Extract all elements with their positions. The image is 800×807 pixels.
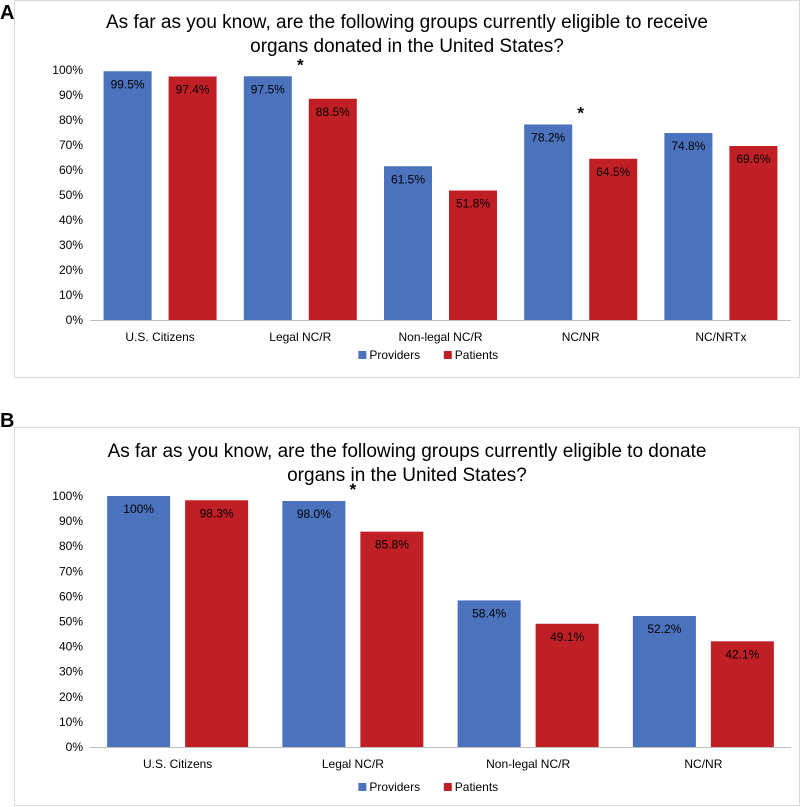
y-tick-label: 50% [59,615,83,629]
bar-patients [449,190,497,320]
data-label: 88.5% [316,105,350,119]
significance-marker: * [350,480,357,499]
bar-providers [103,71,152,320]
legend-swatch-providers [358,783,367,791]
data-label: 52.2% [647,622,681,636]
legend-swatch-patients [443,783,452,791]
bar-patients [360,531,424,747]
y-tick-label: 0% [66,313,84,327]
y-tick-label: 10% [59,288,83,302]
legend-swatch-providers [358,351,367,359]
bar-providers [664,133,713,320]
data-label: 61.5% [391,172,425,186]
y-tick-label: 80% [59,113,83,127]
y-tick-label: 40% [59,213,83,227]
panel-letter-b: B [0,410,15,432]
y-tick-label: 60% [59,589,83,603]
chart-panel-b: As far as you know, are the following gr… [14,427,800,806]
bar-providers [632,615,696,747]
y-tick-label: 0% [66,740,84,754]
data-label: 100% [123,502,154,516]
y-tick-label: 50% [59,188,83,202]
x-category-label: U.S. Citizens [125,330,194,344]
chart-a: 0% 10% 20% 30% 40% 50% 60% 70% 80% 90% 100% 99.5% 97… [52,55,791,362]
data-label: 64.5% [596,165,630,179]
legend-swatch-patients [443,351,452,359]
y-tick-label: 30% [59,665,83,679]
bar-patients [185,500,249,747]
significance-marker: * [577,104,584,123]
bar-patients [168,76,217,320]
y-tick-label: 90% [59,88,83,102]
bar-providers [384,166,432,320]
data-label: 51.8% [456,197,490,211]
chart-panel-a: As far as you know, are the following gr… [14,0,800,378]
bar-patients [729,146,778,320]
bar-patients [308,98,357,320]
bar-patients [710,641,774,747]
data-label: 85.8% [375,538,409,552]
legend-label: Providers [369,348,420,362]
data-label: 49.1% [550,630,584,644]
x-category-label: NC/NRTx [695,330,746,344]
y-tick-label: 40% [59,640,83,654]
bar-providers [457,600,521,747]
y-tick-label: 100% [52,63,83,77]
chart-title-a: As far as you know, are the following gr… [106,12,708,57]
chart-b: 0% 10% 20% 30% 40% 50% 60% 70% 80% 90% 100% 100% 98.… [52,480,791,794]
y-tick-label: 80% [59,539,83,553]
x-category-label: U.S. Citizens [143,757,212,771]
y-tick-label: 90% [59,514,83,528]
bar-providers [524,124,573,320]
x-category-label: Legal NC/R [322,757,384,771]
x-category-label: Non-legal NC/R [398,330,482,344]
y-tick-label: 20% [59,690,83,704]
legend-label: Patients [455,348,498,362]
data-label: 78.2% [531,131,565,145]
y-tick-label: 20% [59,263,83,277]
bar-providers [243,76,292,320]
data-label: 69.6% [736,152,770,166]
data-label: 58.4% [472,606,506,620]
data-label: 42.1% [725,647,759,661]
bar-providers [282,501,346,747]
data-label: 98.0% [297,507,331,521]
y-tick-label: 60% [59,163,83,177]
data-label: 74.8% [671,139,705,153]
x-category-label: Legal NC/R [269,330,331,344]
y-tick-label: 70% [59,138,83,152]
legend-label: Providers [369,780,420,794]
chart-title-b: As far as you know, are the following gr… [107,441,707,486]
x-category-label: NC/NR [562,330,600,344]
significance-marker: * [297,55,304,74]
data-label: 97.4% [176,83,210,97]
panel-letter-a: A [0,2,15,24]
legend: Providers Patients [358,780,498,794]
bar-providers [107,496,171,747]
bar-patients [589,158,638,320]
legend-label: Patients [455,780,498,794]
legend: Providers Patients [358,348,498,362]
y-tick-label: 100% [52,489,83,503]
y-tick-label: 10% [59,715,83,729]
x-category-label: NC/NR [684,757,722,771]
data-label: 98.3% [200,506,234,520]
x-category-label: Non-legal NC/R [486,757,570,771]
data-label: 99.5% [111,77,145,91]
data-label: 97.5% [251,82,285,96]
y-tick-label: 30% [59,238,83,252]
y-tick-label: 70% [59,564,83,578]
bar-patients [535,623,599,747]
